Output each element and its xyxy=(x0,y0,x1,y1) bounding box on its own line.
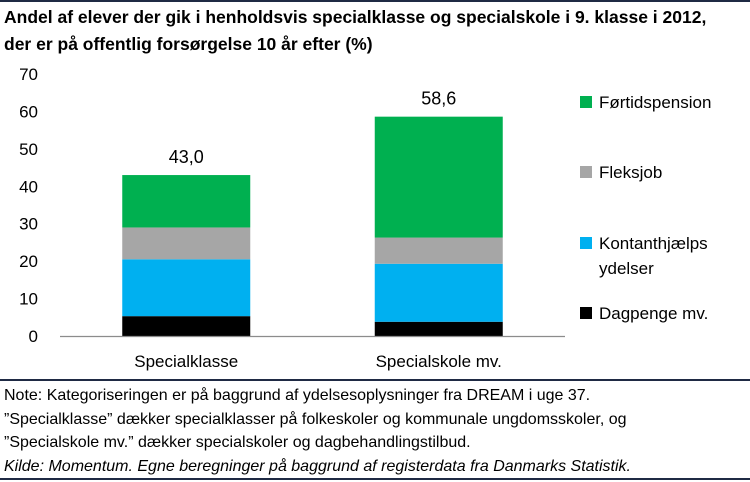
bottom-rule xyxy=(0,478,750,480)
legend-label-2: Fleksjob xyxy=(599,163,662,182)
bar-segment-2-3 xyxy=(374,237,503,264)
legend-label-3: Kontanthjælps ydelser xyxy=(599,234,708,278)
top-rule xyxy=(0,0,750,2)
y-tick-label-40: 40 xyxy=(19,177,38,196)
note-line-2: ”Specialklasse” dækker specialklasser på… xyxy=(4,410,627,428)
legend-label-1: Førtidspension xyxy=(599,93,711,112)
bar-segment-1-3 xyxy=(122,227,251,260)
total-label-2: 58,6 xyxy=(421,89,456,109)
bar-segment-1-4 xyxy=(122,175,251,228)
bar-segment-2-4 xyxy=(374,116,503,238)
note-line-1: Note: Kategoriseringen er på baggrund af… xyxy=(4,387,591,404)
y-tick-label-10: 10 xyxy=(19,290,38,309)
legend-label-4: Dagpenge mv. xyxy=(599,304,708,323)
chart-title-line-2: der er på offentlig forsørgelse 10 år ef… xyxy=(4,34,373,54)
chart-note: Note: Kategoriseringen er på baggrund af… xyxy=(4,384,748,478)
bar-segment-1-1 xyxy=(122,316,251,336)
bar-segment-2-1 xyxy=(374,321,503,336)
y-tick-label-30: 30 xyxy=(19,215,38,234)
category-label-1: Specialklasse xyxy=(134,352,238,371)
legend-swatch-3 xyxy=(580,237,592,249)
total-label-1: 43,0 xyxy=(169,147,204,167)
legend-swatch-1 xyxy=(580,96,592,108)
y-tick-label-60: 60 xyxy=(19,102,38,121)
stacked-bar-chart: 0 10 20 30 40 50 60 70 43,0 Specialklasse 58,6 Spec… xyxy=(19,65,711,371)
y-tick-label-50: 50 xyxy=(19,140,38,159)
y-tick-label-20: 20 xyxy=(19,252,38,271)
legend-swatch-2 xyxy=(580,166,592,178)
y-tick-label-70: 70 xyxy=(19,65,38,84)
middle-rule xyxy=(0,379,750,381)
legend-swatch-4 xyxy=(580,307,592,319)
y-tick-label-0: 0 xyxy=(29,327,38,346)
category-label-2: Specialskole mv. xyxy=(376,352,502,371)
chart-title-line-1: Andel af elever der gik i henholdsvis sp… xyxy=(4,7,707,27)
chart-title: Andel af elever der gik i henholdsvis sp… xyxy=(4,4,748,58)
bar-segment-2-2 xyxy=(374,263,503,322)
source-line: Kilde: Momentum. Egne beregninger på bag… xyxy=(4,457,631,475)
note-line-3: ”Specialskole mv.” dækker specialskoler … xyxy=(4,434,471,451)
bar-segment-1-2 xyxy=(122,259,251,317)
